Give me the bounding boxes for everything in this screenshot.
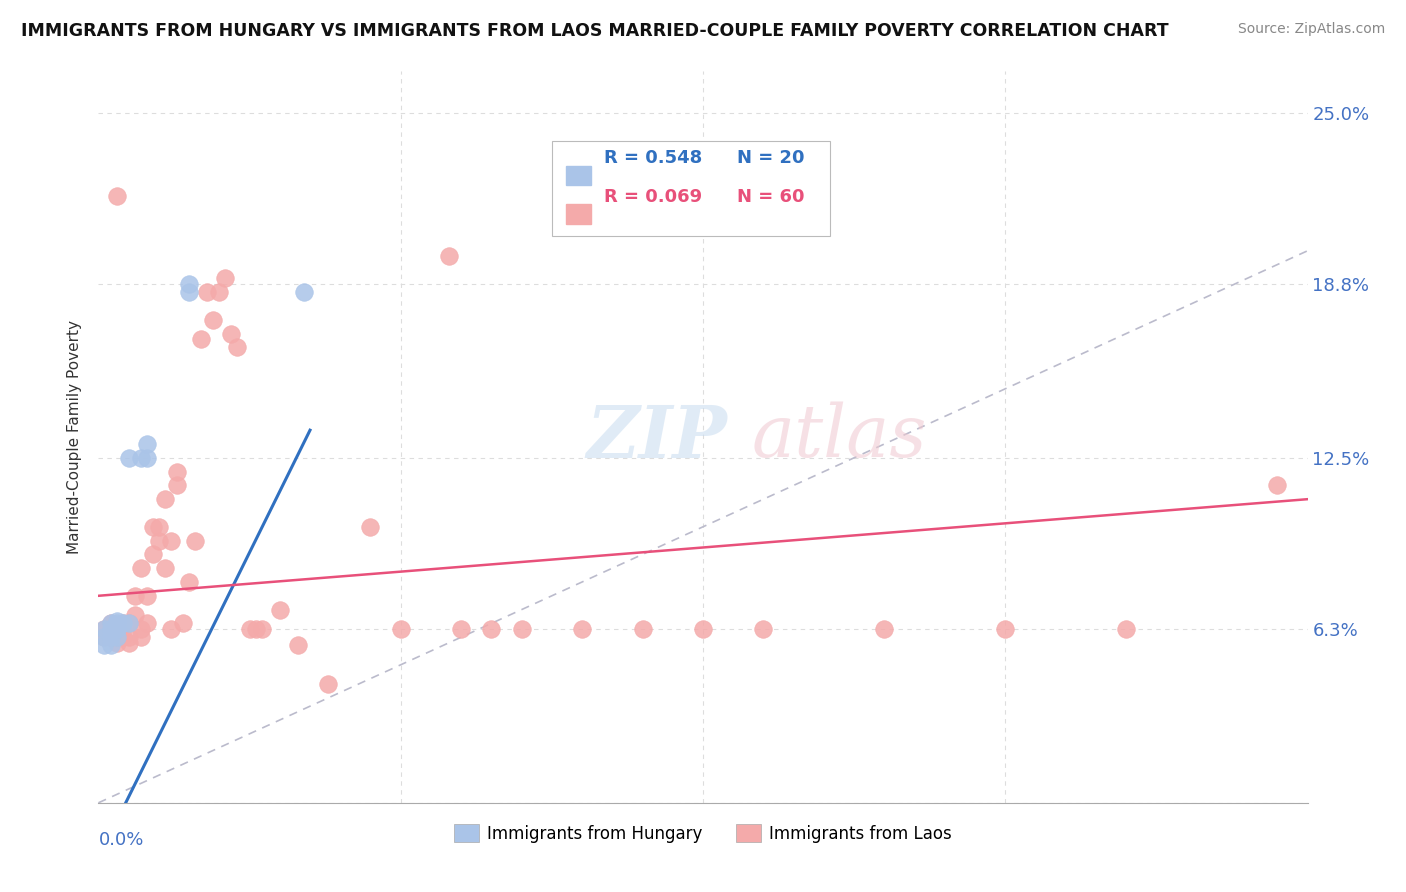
Legend: Immigrants from Hungary, Immigrants from Laos: Immigrants from Hungary, Immigrants from…	[447, 818, 959, 849]
Point	[142, 548, 165, 562]
Point	[179, 277, 201, 291]
Point	[135, 616, 157, 631]
Text: R = 0.548: R = 0.548	[603, 149, 702, 167]
Point	[389, 622, 412, 636]
Point	[179, 574, 201, 589]
Point	[190, 332, 212, 346]
Point	[105, 188, 128, 202]
Point	[202, 312, 225, 326]
Text: R = 0.069: R = 0.069	[603, 188, 702, 206]
Point	[105, 630, 128, 644]
Text: atlas: atlas	[751, 401, 927, 473]
Y-axis label: Married-Couple Family Poverty: Married-Couple Family Poverty	[67, 320, 83, 554]
Point	[105, 622, 128, 636]
Point	[287, 639, 309, 653]
Point	[100, 616, 122, 631]
Point	[105, 630, 128, 644]
Point	[111, 630, 134, 644]
Point	[135, 589, 157, 603]
Point	[166, 478, 188, 492]
Text: 0.0%: 0.0%	[98, 830, 143, 848]
Point	[292, 285, 315, 300]
Point	[172, 616, 194, 631]
Point	[129, 450, 152, 465]
Point	[105, 616, 128, 631]
Point	[118, 616, 141, 631]
Point	[195, 285, 218, 300]
Point	[124, 608, 146, 623]
FancyBboxPatch shape	[567, 166, 591, 186]
Point	[316, 677, 339, 691]
Point	[118, 616, 141, 631]
Text: N = 60: N = 60	[737, 188, 804, 206]
Point	[160, 533, 183, 548]
Point	[214, 271, 236, 285]
Point	[153, 561, 176, 575]
Point	[873, 622, 896, 636]
Point	[100, 622, 122, 636]
Point	[450, 622, 472, 636]
Point	[100, 630, 122, 644]
Point	[481, 622, 503, 636]
Point	[105, 622, 128, 636]
Text: IMMIGRANTS FROM HUNGARY VS IMMIGRANTS FROM LAOS MARRIED-COUPLE FAMILY POVERTY CO: IMMIGRANTS FROM HUNGARY VS IMMIGRANTS FR…	[21, 22, 1168, 40]
Point	[129, 622, 152, 636]
Point	[93, 630, 115, 644]
Point	[245, 622, 267, 636]
Point	[100, 616, 122, 631]
Point	[184, 533, 207, 548]
Point	[111, 616, 134, 631]
Point	[148, 533, 170, 548]
Point	[631, 622, 654, 636]
Point	[153, 492, 176, 507]
Point	[135, 450, 157, 465]
Point	[129, 630, 152, 644]
Point	[148, 520, 170, 534]
Point	[269, 602, 291, 616]
Point	[135, 437, 157, 451]
Point	[118, 630, 141, 644]
Point	[179, 285, 201, 300]
Point	[93, 622, 115, 636]
Point	[208, 285, 231, 300]
Point	[166, 465, 188, 479]
Point	[105, 636, 128, 650]
Point	[571, 622, 593, 636]
Point	[105, 614, 128, 628]
Point	[111, 616, 134, 631]
Point	[239, 622, 262, 636]
Point	[360, 520, 382, 534]
Point	[129, 561, 152, 575]
Point	[93, 622, 115, 636]
Point	[93, 630, 115, 644]
FancyBboxPatch shape	[567, 204, 591, 224]
Point	[100, 630, 122, 644]
Point	[226, 340, 249, 354]
Point	[510, 622, 533, 636]
Point	[752, 622, 775, 636]
Point	[221, 326, 243, 341]
Point	[118, 450, 141, 465]
Text: Source: ZipAtlas.com: Source: ZipAtlas.com	[1237, 22, 1385, 37]
Point	[994, 622, 1017, 636]
Point	[160, 622, 183, 636]
Point	[1115, 622, 1137, 636]
FancyBboxPatch shape	[551, 141, 830, 235]
Text: ZIP: ZIP	[586, 401, 727, 473]
Point	[118, 636, 141, 650]
Point	[250, 622, 273, 636]
Point	[692, 622, 714, 636]
Point	[100, 639, 122, 653]
Text: N = 20: N = 20	[737, 149, 804, 167]
Point	[437, 249, 460, 263]
Point	[142, 520, 165, 534]
Point	[124, 589, 146, 603]
Point	[93, 639, 115, 653]
Point	[1267, 478, 1289, 492]
